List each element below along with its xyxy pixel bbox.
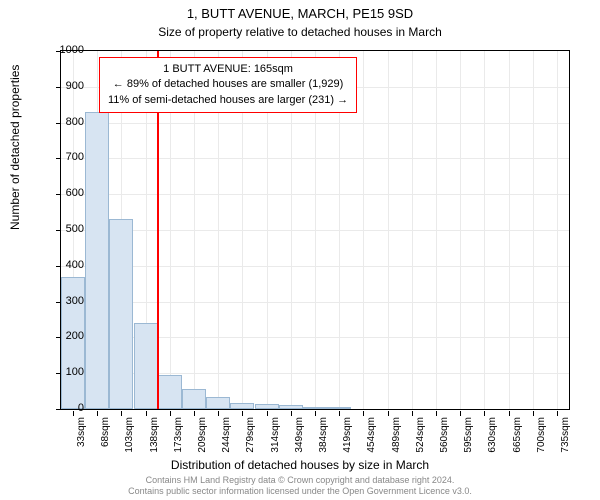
chart-area: 33sqm68sqm103sqm138sqm173sqm209sqm244sqm… — [60, 50, 570, 410]
annotation-line3: 11% of semi-detached houses are larger (… — [108, 93, 348, 108]
xtick-mark — [339, 411, 340, 416]
xtick-mark — [146, 411, 147, 416]
ytick-label: 400 — [44, 259, 84, 271]
gridline-v — [436, 51, 437, 409]
gridline-v — [557, 51, 558, 409]
bar — [206, 397, 230, 409]
xtick-mark — [533, 411, 534, 416]
xtick-mark — [557, 411, 558, 416]
bar — [279, 405, 303, 409]
xtick-label: 33sqm — [76, 417, 87, 447]
gridline-v — [484, 51, 485, 409]
bar — [158, 375, 182, 409]
xtick-label: 384sqm — [318, 417, 329, 453]
annotation-line2: ← 89% of detached houses are smaller (1,… — [108, 77, 348, 92]
bar — [255, 404, 279, 409]
xtick-label: 419sqm — [342, 417, 353, 453]
xtick-label: 209sqm — [197, 417, 208, 453]
ytick-label: 300 — [44, 295, 84, 307]
annotation-line1: 1 BUTT AVENUE: 165sqm — [108, 62, 348, 77]
gridline-v — [412, 51, 413, 409]
bar — [303, 407, 327, 409]
plot-region: 33sqm68sqm103sqm138sqm173sqm209sqm244sqm… — [60, 50, 570, 410]
xtick-mark — [194, 411, 195, 416]
ytick-label: 900 — [44, 80, 84, 92]
y-axis-label: Number of detached properties — [8, 65, 22, 230]
xtick-label: 103sqm — [124, 417, 135, 453]
xtick-mark — [267, 411, 268, 416]
gridline-v — [388, 51, 389, 409]
gridline-v — [363, 51, 364, 409]
xtick-label: 735sqm — [560, 417, 571, 453]
gridline-v — [460, 51, 461, 409]
xtick-label: 630sqm — [487, 417, 498, 453]
bar — [230, 403, 254, 409]
xtick-label: 244sqm — [221, 417, 232, 453]
xtick-label: 595sqm — [463, 417, 474, 453]
gridline-v — [533, 51, 534, 409]
bar — [85, 112, 109, 409]
bar — [109, 219, 133, 409]
ytick-label: 100 — [44, 366, 84, 378]
xtick-label: 173sqm — [173, 417, 184, 453]
xtick-mark — [218, 411, 219, 416]
xtick-mark — [509, 411, 510, 416]
xtick-label: 279sqm — [245, 417, 256, 453]
footer: Contains HM Land Registry data © Crown c… — [0, 475, 600, 498]
bar — [327, 407, 351, 409]
xtick-label: 700sqm — [536, 417, 547, 453]
xtick-mark — [170, 411, 171, 416]
xtick-label: 138sqm — [149, 417, 160, 453]
xtick-label: 314sqm — [270, 417, 281, 453]
ytick-label: 200 — [44, 330, 84, 342]
chart-container: 1, BUTT AVENUE, MARCH, PE15 9SD Size of … — [0, 0, 600, 500]
ytick-label: 600 — [44, 187, 84, 199]
gridline-v — [509, 51, 510, 409]
xtick-mark — [436, 411, 437, 416]
xtick-mark — [412, 411, 413, 416]
ytick-label: 800 — [44, 116, 84, 128]
xtick-label: 665sqm — [512, 417, 523, 453]
bar — [134, 323, 158, 409]
main-title: 1, BUTT AVENUE, MARCH, PE15 9SD — [0, 0, 600, 21]
xtick-label: 349sqm — [294, 417, 305, 453]
xtick-mark — [121, 411, 122, 416]
ytick-label: 1000 — [44, 44, 84, 56]
ytick-label: 0 — [44, 402, 84, 414]
footer-line1: Contains HM Land Registry data © Crown c… — [0, 475, 600, 487]
xtick-mark — [484, 411, 485, 416]
xtick-label: 524sqm — [415, 417, 426, 453]
ytick-label: 700 — [44, 151, 84, 163]
bar — [182, 389, 206, 409]
xtick-mark — [242, 411, 243, 416]
xtick-mark — [97, 411, 98, 416]
footer-line2: Contains public sector information licen… — [0, 486, 600, 498]
x-axis-label: Distribution of detached houses by size … — [0, 458, 600, 472]
xtick-mark — [291, 411, 292, 416]
ytick-label: 500 — [44, 223, 84, 235]
xtick-mark — [363, 411, 364, 416]
xtick-label: 560sqm — [439, 417, 450, 453]
xtick-mark — [460, 411, 461, 416]
sub-title: Size of property relative to detached ho… — [0, 21, 600, 39]
xtick-label: 68sqm — [100, 417, 111, 447]
annotation-box: 1 BUTT AVENUE: 165sqm← 89% of detached h… — [99, 57, 357, 113]
xtick-mark — [315, 411, 316, 416]
xtick-mark — [388, 411, 389, 416]
xtick-label: 489sqm — [391, 417, 402, 453]
xtick-label: 454sqm — [366, 417, 377, 453]
